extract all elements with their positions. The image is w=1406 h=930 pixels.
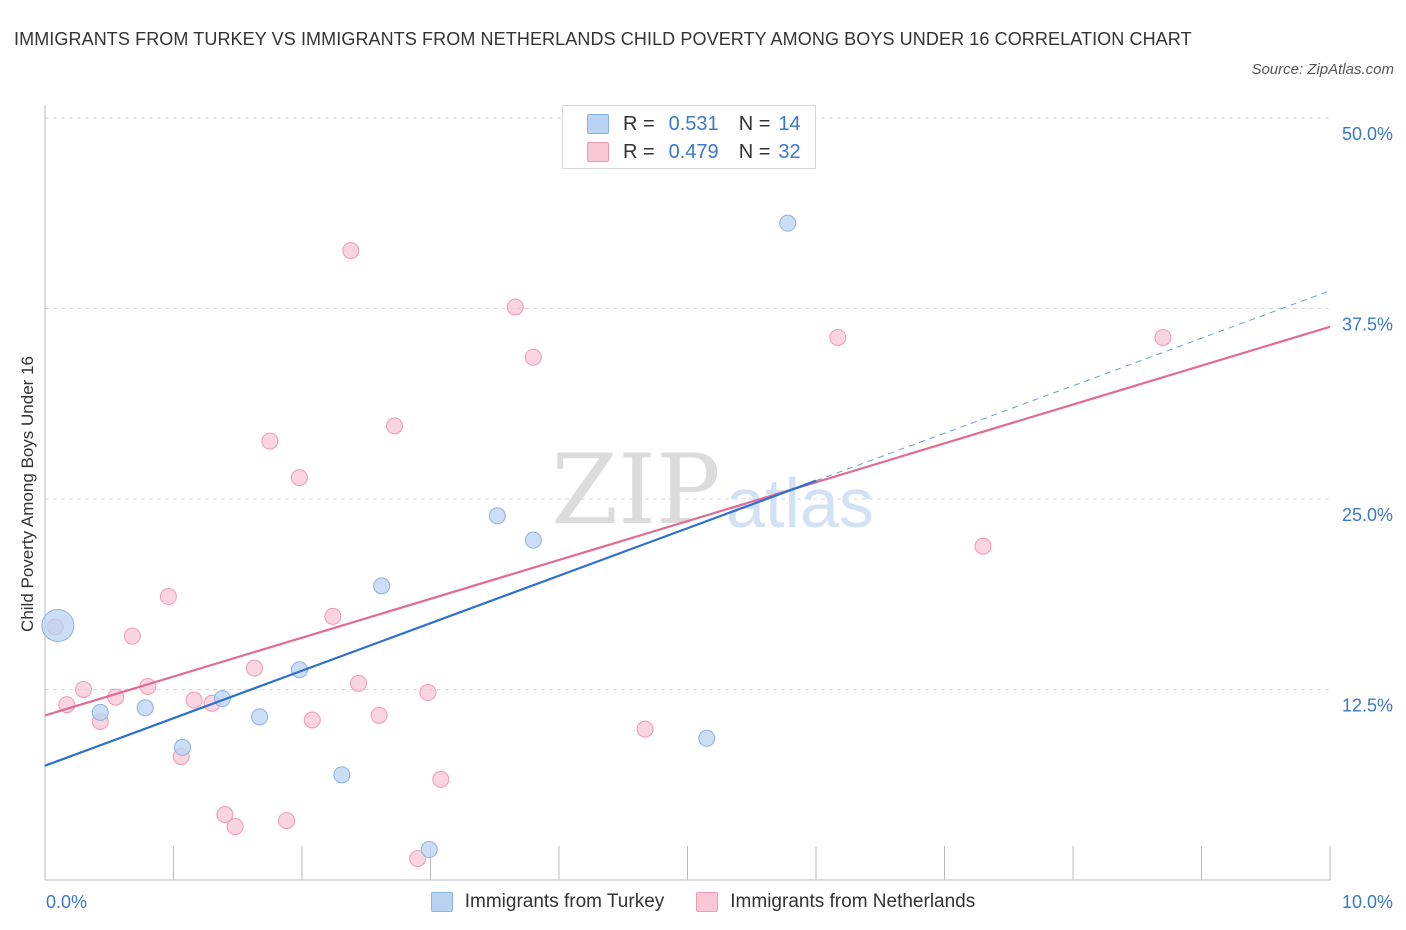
netherlands-point — [245, 659, 263, 677]
turkey-point — [488, 507, 506, 525]
legend-item-netherlands[interactable]: Immigrants from Netherlands — [696, 891, 975, 913]
turkey-trend-line — [44, 479, 817, 767]
netherlands-point — [303, 711, 321, 729]
n-value: 14 — [778, 112, 801, 135]
n-label: N = — [738, 112, 771, 135]
turkey-point — [91, 703, 109, 721]
source-label: Source: ZipAtlas.com — [1251, 61, 1394, 78]
netherlands-point — [75, 681, 93, 698]
netherlands-point — [159, 588, 177, 606]
netherlands-point — [432, 770, 450, 788]
watermark-zip: ZIP — [551, 434, 720, 546]
netherlands-point — [226, 818, 244, 836]
series-legend: Immigrants from Turkey Immigrants from N… — [0, 888, 1406, 916]
netherlands-point — [350, 674, 368, 692]
netherlands-point — [636, 720, 654, 738]
turkey-point — [136, 699, 154, 717]
turkey-point — [373, 577, 391, 595]
turkey-point — [173, 738, 191, 756]
netherlands-point — [386, 417, 404, 435]
netherlands-point — [261, 432, 279, 450]
turkey-point — [420, 841, 438, 859]
stats-legend-row-netherlands: R = 0.479 N = 32 — [587, 140, 801, 164]
netherlands-point — [370, 706, 388, 724]
stats-legend-row-turkey: R = 0.531 N = 14 — [587, 112, 801, 136]
n-value: 32 — [778, 140, 801, 163]
legend-label-turkey: Immigrants from Turkey — [464, 891, 665, 912]
netherlands-point — [829, 328, 847, 346]
netherlands-point — [278, 812, 296, 830]
y-tick-label: 50.0% — [1342, 124, 1393, 144]
turkey-trend-extension — [815, 290, 1331, 482]
legend-item-turkey[interactable]: Immigrants from Turkey — [430, 891, 665, 913]
netherlands-swatch — [587, 142, 609, 162]
netherlands-trend-line — [44, 325, 1331, 717]
netherlands-point — [342, 242, 360, 260]
netherlands-point — [974, 537, 992, 555]
x-tick-label: 10.0% — [1342, 892, 1393, 912]
netherlands-point — [290, 469, 308, 487]
turkey-point — [251, 708, 269, 726]
r-label: R = — [623, 112, 655, 135]
turkey-legend-swatch — [430, 892, 453, 912]
y-tick-label: 25.0% — [1342, 505, 1393, 525]
netherlands-point — [123, 627, 141, 645]
chart-title: IMMIGRANTS FROM TURKEY VS IMMIGRANTS FRO… — [14, 29, 1192, 49]
y-tick-label: 12.5% — [1342, 696, 1393, 716]
turkey-point — [698, 729, 716, 747]
netherlands-point — [185, 691, 203, 709]
netherlands-point — [506, 298, 524, 316]
netherlands-point — [419, 684, 437, 702]
x-tick-label: 0.0% — [46, 892, 87, 912]
r-value: 0.531 — [668, 112, 719, 135]
y-tick-label: 37.5% — [1342, 315, 1393, 335]
turkey-swatch — [587, 114, 609, 134]
turkey-point — [333, 766, 351, 784]
netherlands-point — [216, 805, 234, 823]
netherlands-legend-swatch — [696, 892, 719, 912]
stats-legend: R = 0.531 N = 14 R = 0.479 N = 32 — [562, 105, 816, 169]
netherlands-point — [324, 607, 342, 625]
netherlands-point — [524, 348, 542, 366]
r-value: 0.479 — [668, 140, 719, 163]
n-label: N = — [738, 140, 771, 163]
turkey-point — [779, 214, 797, 232]
netherlands-point — [409, 850, 427, 868]
netherlands-point — [1154, 328, 1172, 346]
r-label: R = — [623, 140, 655, 163]
turkey-point — [524, 531, 542, 549]
legend-label-netherlands: Immigrants from Netherlands — [730, 891, 976, 912]
turkey-point — [41, 608, 75, 642]
